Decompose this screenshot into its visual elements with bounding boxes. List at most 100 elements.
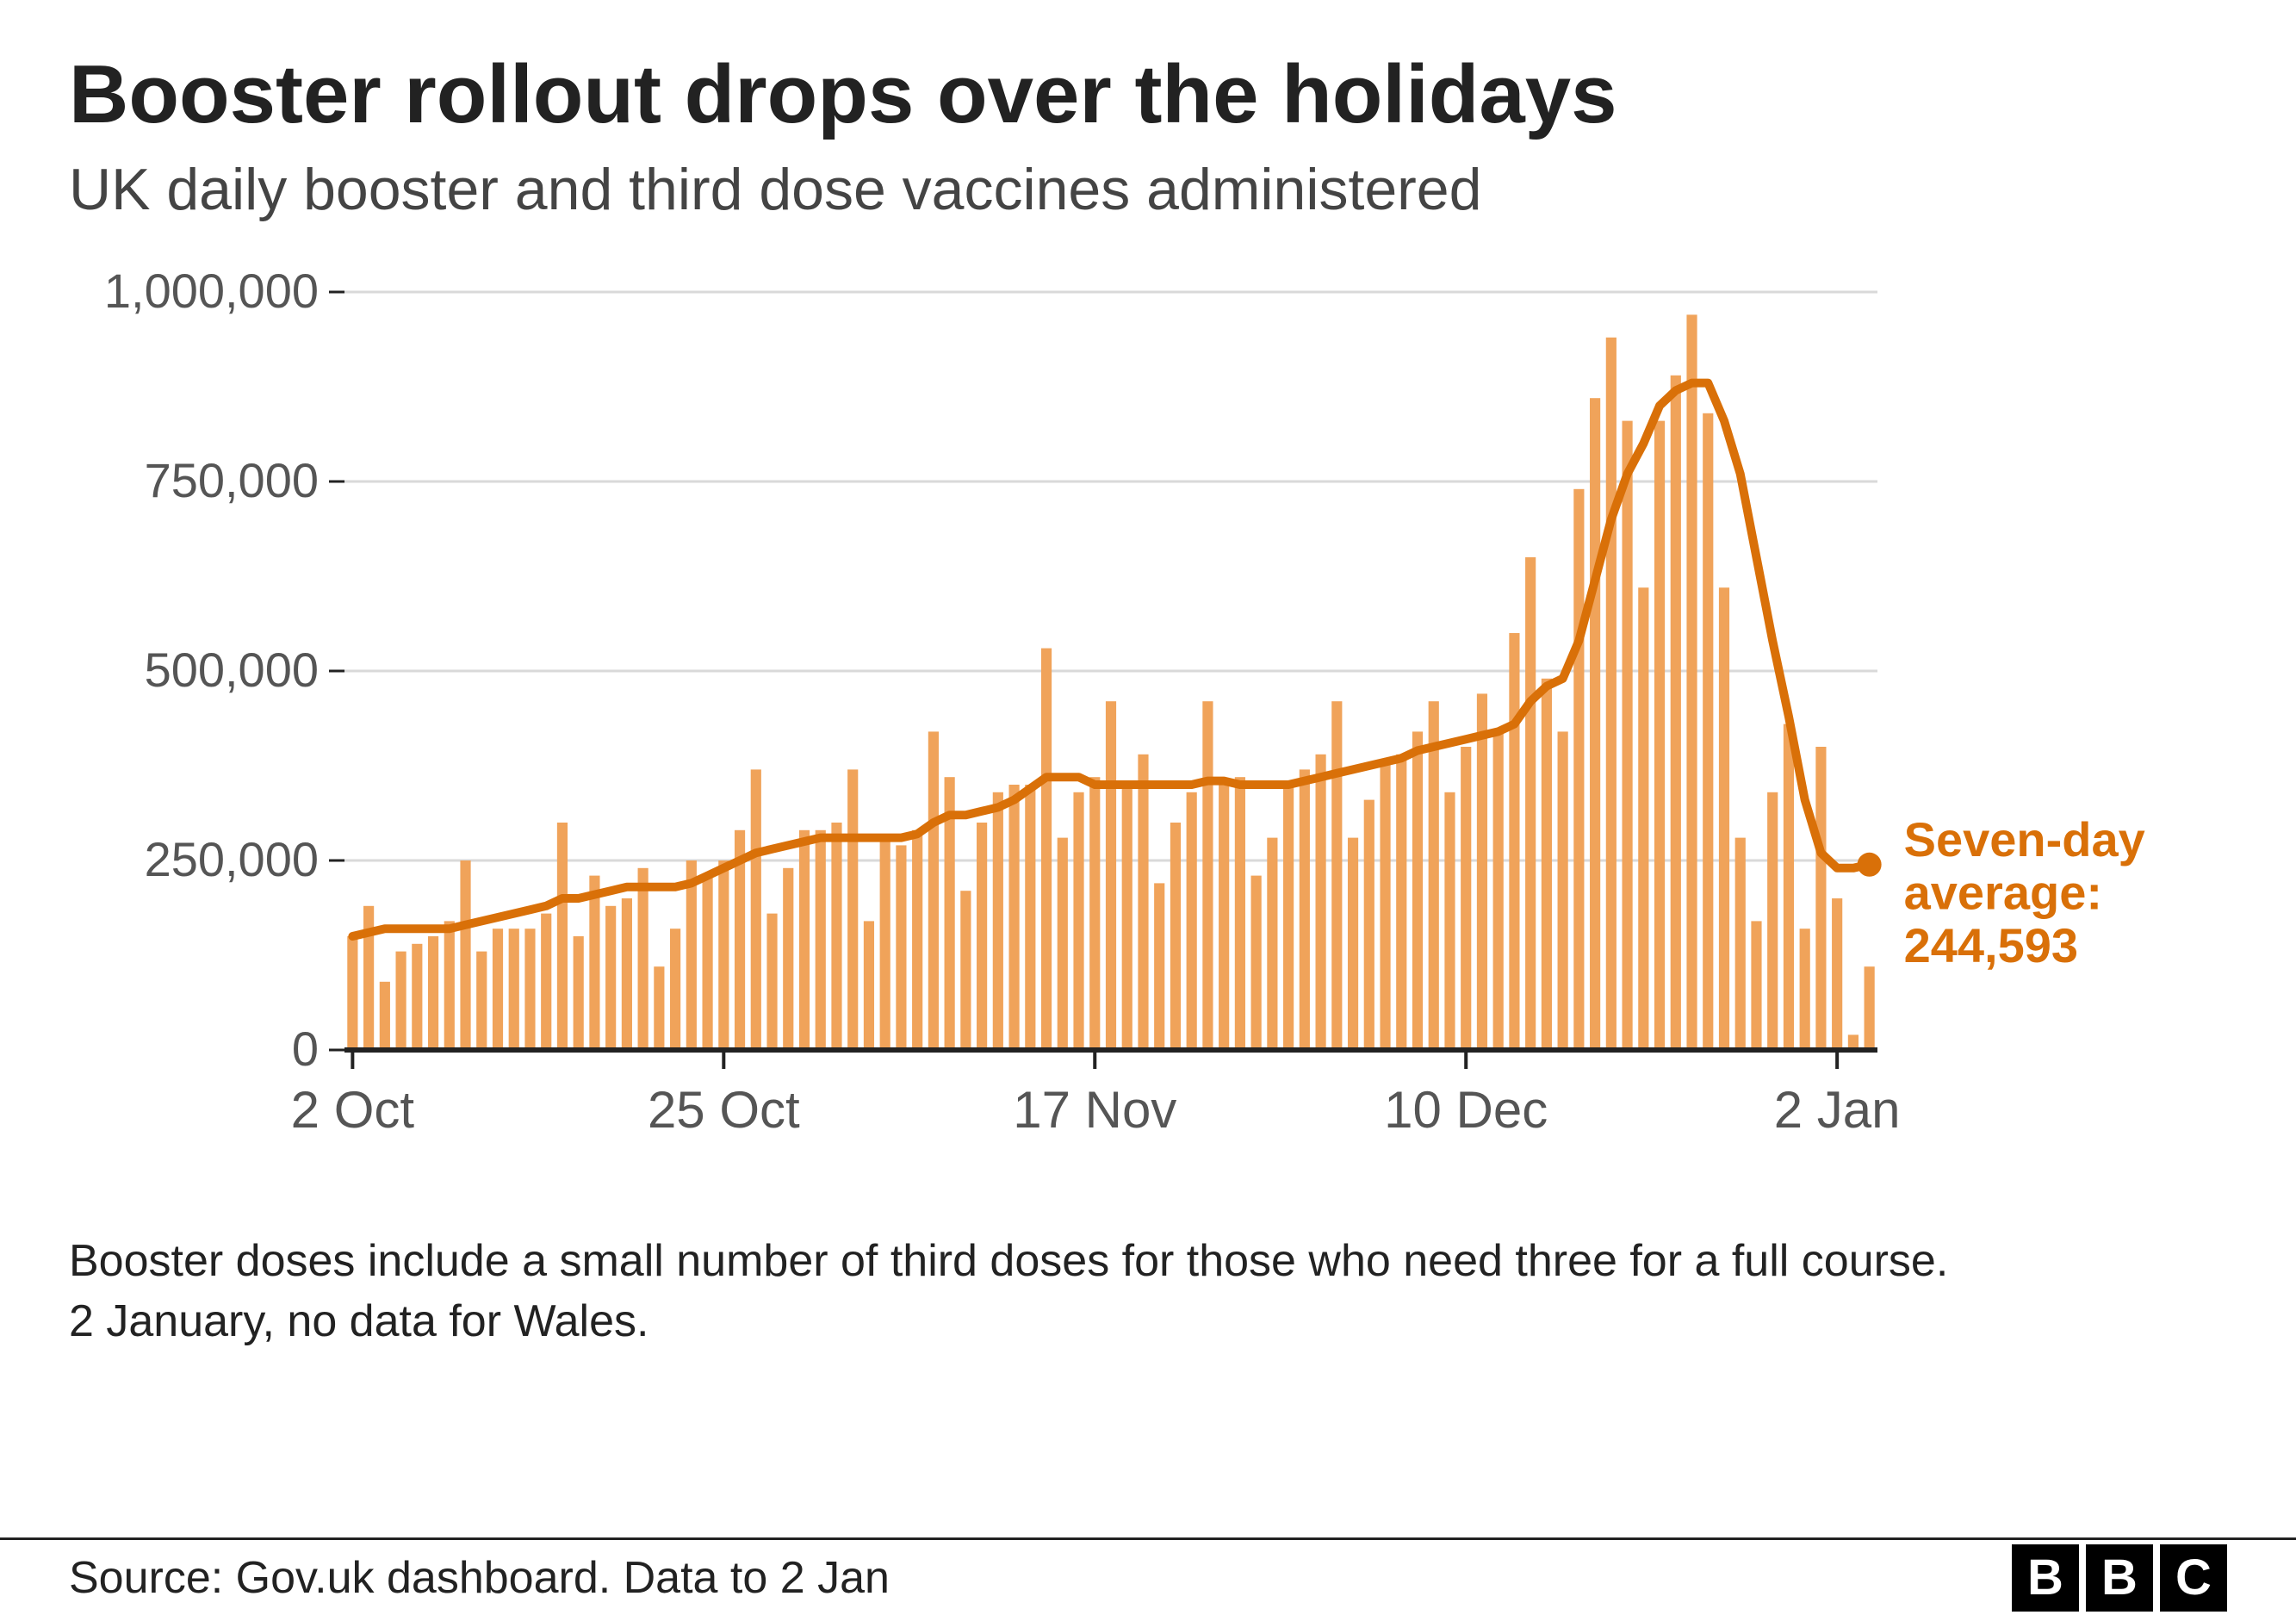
source-text: Source: Gov.uk dashboard. Data to 2 Jan [69, 1552, 890, 1604]
bar [1315, 755, 1325, 1050]
booster-chart: 0250,000500,000750,0001,000,0002 Oct25 O… [69, 258, 2227, 1205]
bar [638, 868, 648, 1050]
bar [1509, 633, 1519, 1050]
bar [847, 769, 858, 1050]
bar [702, 875, 712, 1049]
chart-title: Booster rollout drops over the holidays [69, 52, 2227, 139]
bar [928, 731, 939, 1050]
bar [1477, 693, 1487, 1050]
x-axis-label: 10 Dec [1384, 1081, 1548, 1139]
bar [541, 913, 551, 1049]
bar [1041, 648, 1052, 1049]
bar [428, 936, 438, 1050]
annotation-line-2: average: [1904, 865, 2102, 919]
x-axis-label: 2 Oct [291, 1081, 415, 1139]
bar [1735, 837, 1746, 1049]
bar [896, 845, 906, 1050]
bar [1089, 777, 1100, 1050]
bar [1283, 785, 1294, 1050]
annotation-line-1: Seven-day [1904, 812, 2145, 867]
bar [1122, 785, 1132, 1050]
bar [1106, 701, 1116, 1050]
bar [1542, 679, 1552, 1050]
bar [1025, 785, 1035, 1050]
bar [1267, 837, 1277, 1049]
bar [1364, 799, 1374, 1049]
bar [444, 921, 455, 1050]
bar [1800, 929, 1810, 1050]
bar [1235, 777, 1245, 1050]
bbc-logo: B B C [2012, 1544, 2227, 1612]
bar [1300, 769, 1310, 1050]
bar [880, 837, 890, 1049]
bar [718, 860, 729, 1050]
bar [1525, 557, 1536, 1050]
bbc-logo-b2: B [2086, 1544, 2153, 1612]
bar [1590, 398, 1600, 1050]
bar [412, 944, 422, 1050]
bar [493, 929, 503, 1050]
bar [864, 921, 874, 1050]
bar [1170, 823, 1181, 1050]
bar [1686, 314, 1697, 1050]
bar [912, 830, 922, 1050]
bar [1331, 701, 1342, 1050]
bar [1219, 785, 1229, 1050]
bar [799, 830, 810, 1050]
x-axis-label: 2 Jan [1774, 1081, 1901, 1139]
bar [1654, 420, 1665, 1049]
bar [622, 898, 632, 1050]
bar [1138, 755, 1148, 1050]
bar [395, 951, 406, 1049]
bar [1865, 966, 1875, 1050]
bar [380, 982, 390, 1050]
bar [1073, 792, 1083, 1050]
bar [1719, 587, 1729, 1050]
bar [1784, 724, 1794, 1049]
y-axis-label: 250,000 [145, 832, 319, 886]
bar [476, 951, 487, 1049]
bar [1348, 837, 1358, 1049]
y-axis-label: 500,000 [145, 643, 319, 697]
bar [557, 823, 568, 1050]
y-axis-label: 1,000,000 [104, 264, 319, 318]
bar [1606, 338, 1617, 1050]
bar [574, 936, 584, 1050]
bar [1767, 792, 1778, 1050]
bar [751, 769, 761, 1050]
bar [670, 929, 680, 1050]
bar [1493, 731, 1504, 1050]
chart-page: Booster rollout drops over the holidays … [0, 0, 2296, 1615]
x-axis-label: 25 Oct [648, 1081, 800, 1139]
bar [783, 868, 793, 1050]
note-line-1: Booster doses include a small number of … [69, 1236, 1948, 1286]
bar [1461, 747, 1471, 1050]
bar [1154, 883, 1164, 1050]
bar [1751, 921, 1761, 1050]
bar [1187, 792, 1197, 1050]
bar [960, 891, 971, 1050]
note-line-2: 2 January, no data for Wales. [69, 1296, 648, 1346]
y-axis-label: 750,000 [145, 453, 319, 507]
bar [1703, 413, 1713, 1050]
bar [1558, 731, 1568, 1050]
bar [1251, 875, 1262, 1049]
bar [1815, 747, 1826, 1050]
bar [654, 966, 664, 1050]
bar [1202, 701, 1213, 1050]
bar [460, 860, 470, 1050]
bar [347, 936, 357, 1050]
chart-subtitle: UK daily booster and third dose vaccines… [69, 156, 2227, 223]
bbc-logo-b1: B [2012, 1544, 2079, 1612]
bar [1444, 792, 1455, 1050]
bar [1832, 898, 1842, 1050]
bar [589, 875, 599, 1049]
chart-footer: Source: Gov.uk dashboard. Data to 2 Jan … [0, 1537, 2296, 1615]
chart-note: Booster doses include a small number of … [69, 1231, 2179, 1351]
bar [831, 823, 841, 1050]
bar [1008, 785, 1019, 1050]
bar [1573, 489, 1584, 1050]
bar [605, 906, 616, 1050]
bar [524, 929, 535, 1050]
bar [509, 929, 519, 1050]
